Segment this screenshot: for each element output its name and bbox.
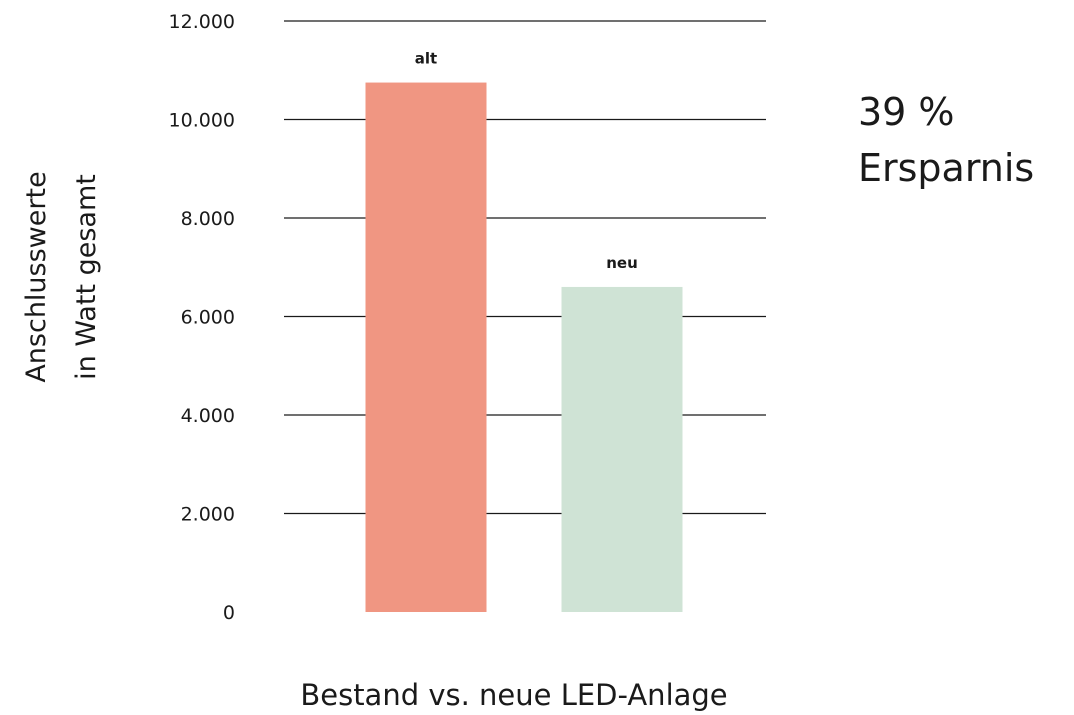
y-tick-label: 2.000 bbox=[181, 504, 235, 526]
y-tick-label: 8.000 bbox=[181, 208, 235, 230]
bar-labels: alt neu bbox=[415, 50, 638, 272]
y-tick-label: 4.000 bbox=[181, 405, 235, 427]
y-tick-label: 6.000 bbox=[181, 307, 235, 329]
bars bbox=[365, 82, 683, 612]
y-tick-label: 0 bbox=[223, 602, 235, 624]
grid-lines bbox=[284, 20, 766, 515]
savings-label: Ersparnis bbox=[858, 146, 1035, 190]
y-axis-ticks: 0 2.000 4.000 6.000 8.000 10.000 12.000 bbox=[169, 11, 235, 624]
savings-annotation: 39 % Ersparnis bbox=[858, 84, 1034, 196]
y-tick-label: 10.000 bbox=[169, 110, 235, 132]
bar-neu bbox=[561, 286, 683, 612]
bar-alt bbox=[365, 82, 487, 612]
bar-label-neu: neu bbox=[606, 254, 638, 272]
y-tick-label: 12.000 bbox=[169, 11, 235, 33]
x-axis-label: Bestand vs. neue LED-Anlage bbox=[300, 678, 727, 712]
y-axis-label: Anschlusswerte in Watt gesamt bbox=[21, 171, 102, 382]
y-axis-label-line-2: in Watt gesamt bbox=[71, 174, 102, 380]
bar-label-alt: alt bbox=[415, 50, 437, 68]
savings-percent: 39 % bbox=[858, 90, 955, 134]
y-axis-label-line-1: Anschlusswerte bbox=[21, 171, 52, 382]
